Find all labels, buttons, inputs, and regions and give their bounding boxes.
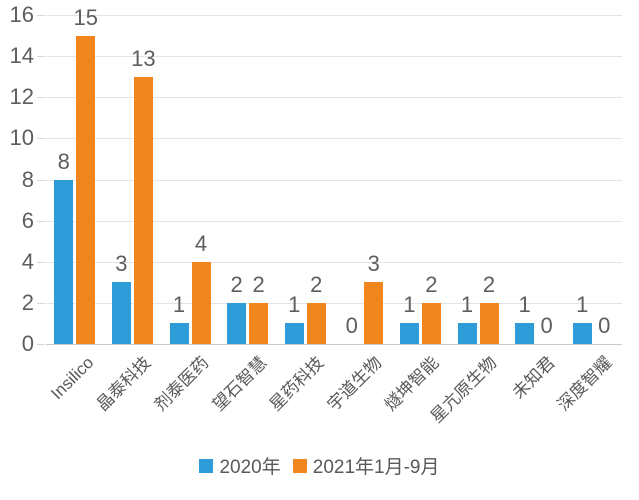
gridline [46,220,622,222]
bar-value-label: 2 [310,271,323,297]
x-axis-category-label: 晶泰科技 [93,353,155,415]
gridline [46,302,622,304]
bar-value-label: 2 [252,271,265,297]
gridline [46,97,622,99]
y-axis-label: 16 [9,2,34,27]
legend-swatch-2021-icon [292,458,307,473]
bar-value-label: 2 [230,271,243,297]
y-axis-tick [37,302,45,304]
legend-label-2021: 2021年1月-9月 [312,457,440,478]
x-axis-category-label: 深度智耀 [554,353,616,415]
bar-value-label: 4 [194,230,208,256]
x-axis-category-label: 剂泰医药 [150,353,213,415]
bar-2020年-燧坤智能 [399,323,419,344]
y-axis-tick [37,97,45,99]
bar-value-label: 1 [288,292,301,318]
bar-2020年-未知君 [515,323,535,344]
x-axis-category-label: 宇道生物 [323,353,386,415]
y-axis-label: 12 [9,84,34,110]
bar-2020年-晶泰科技 [111,282,131,344]
y-axis-tick [37,220,45,222]
bar-value-label: 13 [131,45,156,71]
bar-2020年-星亢原生物 [457,323,477,344]
bar-2020年-剂泰医药 [169,323,189,344]
gridline [46,179,622,181]
y-axis-label: 2 [21,289,34,315]
bar-2020年-望石智慧 [227,302,247,344]
bar-2021年1月-9月-望石智慧 [249,302,269,344]
bar-value-label: 0 [345,313,358,338]
x-axis-category-label: Insilico [47,353,98,404]
bar-value-label: 0 [540,313,553,338]
legend-swatch-2020-icon [199,458,214,473]
bar-2020年-深度智耀 [572,323,592,344]
legend-item-2021: 2021年1月-9月 [292,452,440,479]
bar-2021年1月-9月-星亢原生物 [479,302,499,344]
y-axis-label: 10 [9,125,34,151]
x-axis-category-label: 望石智慧 [208,353,271,415]
bar-value-label: 2 [482,271,496,297]
y-axis-tick [37,261,45,263]
y-axis-tick [37,56,45,58]
gridline [46,15,622,16]
legend-label-2020: 2020年 [219,457,281,478]
x-axis-category-label: 星药科技 [266,353,328,415]
bar-2021年1月-9月-晶泰科技 [133,76,153,344]
bar-2020年-Insilico [54,179,74,344]
y-axis-label: 4 [21,248,34,274]
bar-value-label: 2 [425,271,438,297]
y-axis-tick [37,15,45,16]
bar-value-label: 3 [115,251,128,277]
bar-2021年1月-9月-宇道生物 [364,282,384,344]
bar-value-label: 8 [57,148,70,174]
bar-value-label: 1 [576,292,589,318]
y-axis-tick [37,344,45,345]
gridline [46,261,622,263]
legend: 2020年 2021年1月-9月 [0,452,639,479]
gridline [46,344,622,345]
bar-value-label: 1 [172,292,186,318]
y-axis-tick [37,179,45,181]
bar-2021年1月-9月-剂泰医药 [191,261,211,344]
gridline [46,56,622,58]
bar-value-label: 1 [518,292,531,318]
y-axis-label: 14 [9,43,34,69]
x-axis-category-label: 未知君 [508,353,559,403]
bar-value-label: 1 [460,292,474,318]
y-axis-label: 8 [21,166,34,192]
bar-2021年1月-9月-燧坤智能 [421,302,441,344]
y-axis-label: 6 [21,207,34,233]
gridline [46,138,622,140]
bar-2021年1月-9月-星药科技 [306,302,326,344]
bar-2021年1月-9月-Insilico [76,35,96,344]
bar-value-label: 15 [73,4,99,30]
bar-2020年-星药科技 [284,323,304,344]
legend-item-2020: 2020年 [199,452,281,479]
bar-value-label: 0 [598,313,611,338]
y-axis-tick [37,138,45,140]
bar-value-label: 1 [403,292,416,318]
bar-value-label: 3 [367,251,380,277]
y-axis-label: 0 [21,331,34,356]
